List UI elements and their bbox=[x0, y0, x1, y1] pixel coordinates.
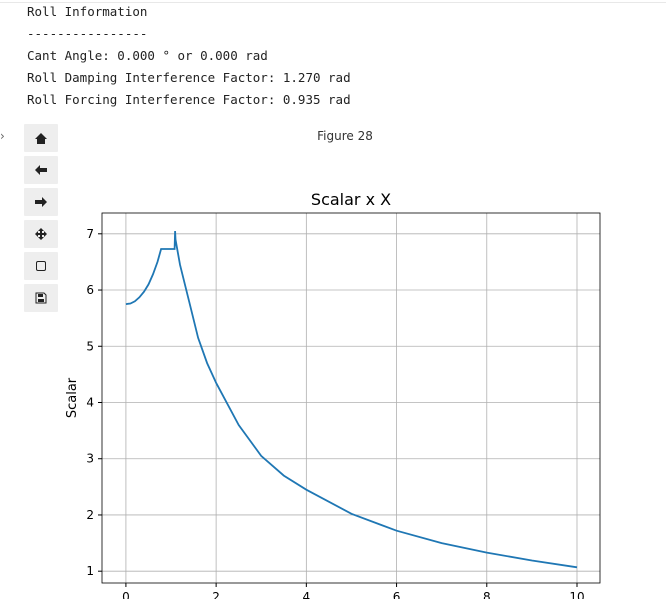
x-tick-label: 4 bbox=[303, 590, 311, 599]
y-tick-label: 5 bbox=[86, 339, 94, 353]
y-tick-label: 4 bbox=[86, 395, 94, 409]
x-tick-label: 2 bbox=[212, 590, 220, 599]
home-button[interactable] bbox=[24, 124, 58, 152]
y-axis-label: Scalar bbox=[65, 377, 80, 418]
y-tick-label: 6 bbox=[86, 283, 94, 297]
x-tick-label: 6 bbox=[393, 590, 401, 599]
collapse-caret[interactable]: › bbox=[0, 129, 5, 143]
y-tick-label: 3 bbox=[86, 452, 94, 466]
output-line: Roll Forcing Interference Factor: 0.935 … bbox=[27, 92, 351, 107]
output-line: Roll Damping Interference Factor: 1.270 … bbox=[27, 70, 351, 85]
x-tick-label: 0 bbox=[122, 590, 130, 599]
x-tick-label: 10 bbox=[569, 590, 584, 599]
pan-button[interactable] bbox=[24, 220, 58, 248]
output-line: ---------------- bbox=[27, 26, 148, 41]
output-line: Cant Angle: 0.000 ° or 0.000 rad bbox=[27, 48, 268, 63]
figure-label: Figure 28 bbox=[317, 129, 373, 143]
forward-button[interactable] bbox=[24, 188, 58, 216]
output-line: Roll Information bbox=[27, 4, 148, 19]
y-tick-label: 2 bbox=[86, 508, 94, 522]
cell-border bbox=[0, 2, 666, 3]
zoom-button[interactable] bbox=[24, 252, 58, 280]
y-tick-label: 1 bbox=[86, 564, 94, 578]
y-tick-label: 7 bbox=[86, 227, 94, 241]
save-button[interactable] bbox=[24, 284, 58, 312]
chart-title: Scalar x X bbox=[311, 190, 391, 209]
back-button[interactable] bbox=[24, 156, 58, 184]
plot-frame bbox=[101, 212, 601, 584]
line-series bbox=[125, 230, 578, 569]
x-tick-label: 8 bbox=[483, 590, 491, 599]
